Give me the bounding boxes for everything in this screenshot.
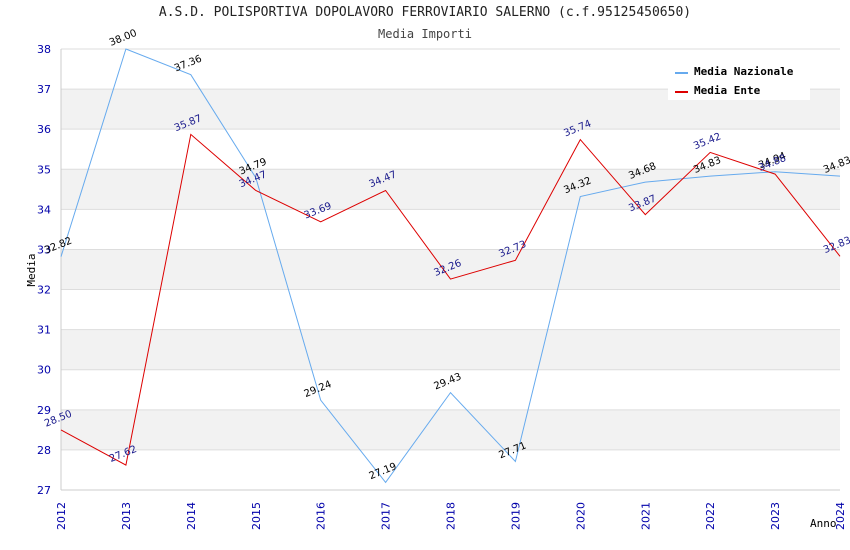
x-tick-label: 2022	[704, 502, 717, 530]
legend: Media Nazionale Media Ente	[668, 60, 810, 100]
x-tick-label: 2020	[574, 502, 587, 530]
band	[61, 329, 840, 370]
series-line-media-ente	[60, 133, 841, 466]
y-tick-label: 35	[37, 163, 51, 176]
y-tick-label: 31	[37, 324, 51, 337]
legend-label-media-ente: Media Ente	[694, 84, 761, 97]
x-tick-label: 2014	[185, 502, 198, 530]
chart-subtitle: Media Importi	[378, 27, 472, 41]
grid-lines	[61, 48, 840, 491]
band	[61, 249, 840, 290]
x-axis-title: Anno	[810, 517, 837, 530]
y-tick-label: 37	[37, 83, 51, 96]
y-tick-label: 29	[37, 404, 51, 417]
y-tick-label: 30	[37, 364, 51, 377]
series-lines	[60, 48, 841, 484]
y-axis-title: Media	[25, 253, 38, 286]
band	[61, 409, 840, 450]
x-tick-label: 2019	[509, 502, 522, 530]
y-tick-label: 33	[37, 243, 51, 256]
data-label: 29.24	[303, 379, 334, 400]
y-tick-label: 34	[37, 203, 51, 216]
y-tick-labels: 27 28 29 30 31 32 33 34 35 36 37 38	[37, 43, 51, 497]
legend-box	[668, 60, 810, 100]
x-tick-label: 2012	[55, 502, 68, 530]
x-tick-label: 2023	[769, 502, 782, 530]
data-label: 29.43	[433, 371, 464, 392]
data-label: 38.00	[108, 28, 139, 49]
legend-label-media-nazionale: Media Nazionale	[694, 65, 794, 78]
x-tick-label: 2015	[250, 502, 263, 530]
x-tick-label: 2018	[445, 502, 458, 530]
y-tick-label: 38	[37, 43, 51, 56]
y-tick-label: 36	[37, 123, 51, 136]
x-tick-label: 2017	[380, 502, 393, 530]
x-tick-label: 2024	[834, 502, 847, 530]
x-tick-label: 2013	[120, 502, 133, 530]
x-tick-label: 2021	[639, 502, 652, 530]
data-label: 37.36	[173, 54, 204, 75]
y-tick-label: 32	[37, 284, 51, 297]
x-tick-label: 2016	[315, 502, 328, 530]
y-tick-label: 28	[37, 444, 51, 457]
data-label: 35.42	[692, 131, 723, 152]
chart-title: A.S.D. POLISPORTIVA DOPOLAVORO FERROVIAR…	[158, 5, 692, 20]
x-tick-labels: 2012 2013 2014 2015 2016 2017 2018 2019 2020 2021…	[55, 502, 847, 530]
series-line-media-nazionale	[60, 48, 841, 484]
y-tick-label: 27	[37, 484, 51, 497]
